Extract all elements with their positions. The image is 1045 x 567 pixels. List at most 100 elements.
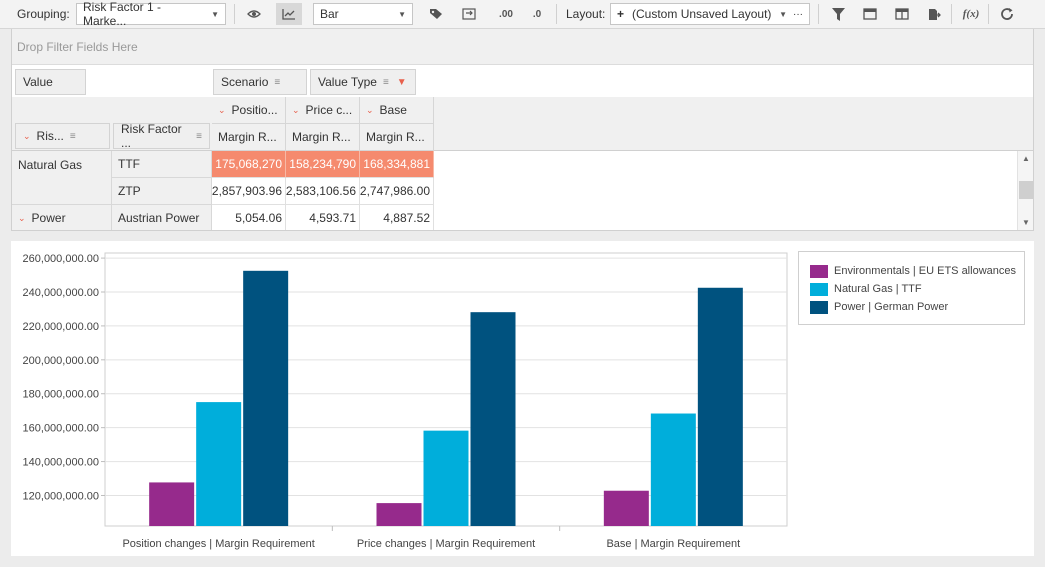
- column-subheader[interactable]: Margin R...: [286, 124, 360, 151]
- x-tick-label: Position changes | Margin Requirement: [122, 538, 314, 550]
- row-group-header[interactable]: ⌄ Power: [12, 205, 112, 230]
- toolbar-separator: [234, 4, 235, 24]
- decimal-increase-icon[interactable]: .00: [499, 8, 513, 20]
- chevron-down-icon: ▼: [779, 9, 787, 19]
- data-cell[interactable]: 175,068,270: [212, 151, 286, 178]
- bar: [650, 413, 696, 526]
- chevron-down-icon[interactable]: ⌄: [366, 104, 374, 115]
- bar: [149, 482, 195, 526]
- chart-type-dropdown[interactable]: Bar ▼: [313, 3, 413, 25]
- data-cell[interactable]: 2,583,106.56: [286, 178, 360, 205]
- legend-item[interactable]: Power | German Power: [810, 299, 948, 315]
- swap-icon[interactable]: [456, 3, 482, 25]
- column-subheader[interactable]: Margin R...: [360, 124, 434, 151]
- bar: [196, 402, 242, 526]
- y-tick-label: 160,000,000.00: [23, 423, 99, 435]
- data-cell[interactable]: 168,334,881: [360, 151, 434, 178]
- row-field-risk[interactable]: ⌄ Ris... ≡: [15, 123, 110, 149]
- chart-panel: 120,000,000.00 140,000,000.00 160,000,000.…: [11, 241, 1034, 556]
- row-group-header[interactable]: Natural Gas: [12, 151, 112, 178]
- grouping-dropdown[interactable]: Risk Factor 1 - Marke... ▼: [76, 0, 226, 28]
- toolbar-separator: [951, 4, 952, 24]
- chevron-down-icon: ▼: [211, 9, 219, 19]
- tag-icon[interactable]: [423, 3, 449, 25]
- layout-value: (Custom Unsaved Layout): [632, 7, 772, 21]
- eye-icon[interactable]: [241, 3, 267, 25]
- window-icon[interactable]: [857, 3, 883, 25]
- row-item-header[interactable]: TTF: [112, 151, 212, 178]
- line-chart-icon[interactable]: [276, 3, 302, 25]
- bar: [376, 503, 422, 526]
- y-tick-label: 260,000,000.00: [23, 253, 99, 265]
- y-tick-label: 200,000,000.00: [23, 355, 99, 367]
- more-icon[interactable]: ···: [793, 8, 803, 20]
- legend-swatch: [810, 300, 828, 314]
- y-tick-label: 240,000,000.00: [23, 287, 99, 299]
- y-tick-label: 220,000,000.00: [23, 321, 99, 333]
- chevron-down-icon[interactable]: ⌄: [23, 130, 31, 141]
- y-tick-label: 180,000,000.00: [23, 389, 99, 401]
- data-field-value[interactable]: Value: [15, 69, 86, 95]
- chevron-down-icon[interactable]: ⌄: [292, 104, 300, 115]
- column-subheader[interactable]: Margin R...: [212, 124, 286, 151]
- toolbar-separator: [818, 4, 819, 24]
- row-field-risk-factor[interactable]: Risk Factor ... ≡: [113, 122, 210, 150]
- legend-swatch: [810, 264, 828, 278]
- column-field-scenario[interactable]: Scenario ≡: [213, 69, 307, 95]
- sort-icon: ≡: [274, 76, 281, 88]
- chart-legend: Environmentals | EU ETS allowances Natur…: [798, 251, 1025, 325]
- toolbar-separator: [988, 4, 989, 24]
- decimal-decrease-icon[interactable]: .0: [532, 8, 542, 20]
- refresh-icon[interactable]: [994, 3, 1020, 25]
- filter-drop-zone[interactable]: Drop Filter Fields Here: [12, 29, 1033, 65]
- column-header[interactable]: ⌄ Base: [360, 97, 434, 124]
- data-cell[interactable]: 4,593.71: [286, 205, 360, 230]
- pivot-grid: Drop Filter Fields Here Value Scenario ≡…: [11, 29, 1034, 231]
- vertical-scrollbar[interactable]: ▲ ▼: [1017, 151, 1033, 230]
- row-group-header: [12, 178, 112, 205]
- data-cell[interactable]: 4,887.52: [360, 205, 434, 230]
- data-cell[interactable]: 158,234,790: [286, 151, 360, 178]
- filter-icon[interactable]: [825, 3, 851, 25]
- data-cell[interactable]: 5,054.06: [212, 205, 286, 230]
- filter-placeholder: Drop Filter Fields Here: [17, 40, 138, 54]
- layout-dropdown[interactable]: + (Custom Unsaved Layout) ▼ ···: [610, 3, 810, 25]
- column-field-value-type[interactable]: Value Type ≡ ▼: [310, 69, 416, 95]
- sort-icon: ≡: [196, 130, 202, 142]
- scroll-down-icon[interactable]: ▼: [1022, 218, 1030, 227]
- legend-item[interactable]: Natural Gas | TTF: [810, 281, 922, 297]
- bar: [470, 312, 516, 526]
- data-cell[interactable]: 2,857,903.96: [212, 178, 286, 205]
- row-item-header[interactable]: ZTP: [112, 178, 212, 205]
- scroll-thumb[interactable]: [1019, 181, 1033, 199]
- split-view-icon[interactable]: [889, 3, 915, 25]
- bar: [603, 490, 649, 526]
- filter-icon[interactable]: ▼: [396, 76, 407, 88]
- column-header[interactable]: ⌄ Price c...: [286, 97, 360, 124]
- bar: [243, 270, 289, 526]
- add-layout-icon[interactable]: +: [617, 7, 625, 21]
- grouping-value: Risk Factor 1 - Marke...: [83, 0, 162, 28]
- toolbar: Grouping: Risk Factor 1 - Marke... ▼ Bar…: [0, 0, 1045, 29]
- legend-item[interactable]: Environmentals | EU ETS allowances: [810, 263, 1016, 279]
- layout-label: Layout:: [566, 7, 606, 21]
- chevron-down-icon[interactable]: ⌄: [218, 104, 226, 115]
- bar-chart: 120,000,000.00 140,000,000.00 160,000,000.…: [23, 252, 788, 550]
- data-cell[interactable]: 2,747,986.00: [360, 178, 434, 205]
- chevron-down-icon[interactable]: ⌄: [18, 212, 26, 223]
- column-header[interactable]: ⌄ Positio...: [212, 97, 286, 124]
- bar: [423, 430, 469, 526]
- scroll-up-icon[interactable]: ▲: [1022, 154, 1030, 163]
- legend-swatch: [810, 282, 828, 296]
- export-icon[interactable]: [921, 3, 947, 25]
- sort-icon: ≡: [382, 76, 389, 88]
- bar: [697, 287, 743, 526]
- formula-icon[interactable]: f(x): [962, 8, 980, 20]
- row-item-header[interactable]: Austrian Power: [112, 205, 212, 230]
- x-tick-label: Base | Margin Requirement: [606, 538, 740, 550]
- grouping-label: Grouping:: [17, 7, 70, 21]
- chart-type-value: Bar: [320, 7, 339, 21]
- y-tick-label: 120,000,000.00: [23, 490, 99, 502]
- toolbar-separator: [556, 4, 557, 24]
